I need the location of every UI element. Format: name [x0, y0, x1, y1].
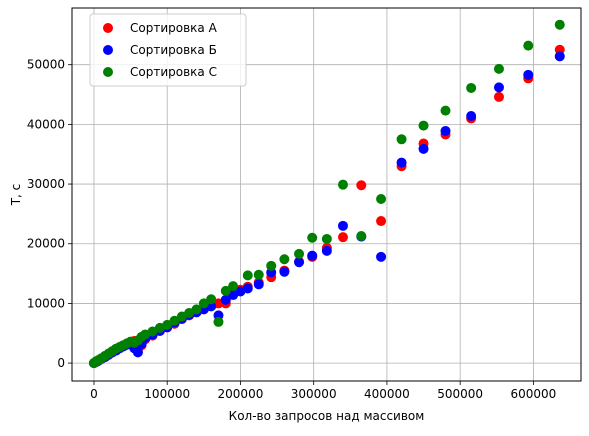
- legend-label: Сортировка Б: [130, 43, 217, 57]
- scatter-point: [242, 270, 253, 281]
- scatter-point: [191, 304, 202, 315]
- series-0: [88, 44, 565, 369]
- grid-lines: [72, 8, 581, 381]
- scatter-point: [266, 260, 277, 271]
- scatter-point: [523, 69, 534, 80]
- x-tick-label: 300000: [291, 387, 337, 401]
- scatter-point: [493, 91, 504, 102]
- scatter-point: [337, 220, 348, 231]
- scatter-point: [418, 143, 429, 154]
- scatter-point: [242, 283, 253, 294]
- scatter-point: [376, 193, 387, 204]
- scatter-point: [294, 248, 305, 259]
- scatter-point: [523, 40, 534, 51]
- scatter-point: [279, 266, 290, 277]
- scatter-point: [228, 281, 239, 292]
- scatter-point: [294, 257, 305, 268]
- scatter-point: [396, 157, 407, 168]
- plot-frame: [71, 7, 582, 382]
- data-points: [88, 19, 565, 369]
- legend-marker: [103, 67, 113, 77]
- scatter-point: [493, 63, 504, 74]
- scatter-point: [132, 347, 143, 358]
- scatter-point: [493, 82, 504, 93]
- scatter-point: [321, 233, 332, 244]
- legend-label: Сортировка С: [130, 65, 217, 79]
- x-tick-label: 500000: [437, 387, 483, 401]
- scatter-point: [253, 279, 264, 290]
- scatter-point: [466, 82, 477, 93]
- y-axis-label: T, с: [9, 184, 23, 207]
- x-tick-label: 400000: [364, 387, 410, 401]
- legend-marker: [103, 23, 113, 33]
- y-tick-label: 50000: [27, 58, 65, 72]
- scatter-point: [198, 298, 209, 309]
- x-axis-label: Кол-во запросов над массивом: [229, 409, 425, 423]
- scatter-point: [554, 19, 565, 30]
- scatter-point: [466, 111, 477, 122]
- legend-label: Сортировка А: [130, 21, 218, 35]
- scatter-point: [356, 180, 367, 191]
- scatter-point: [554, 51, 565, 62]
- scatter-point: [162, 319, 173, 330]
- scatter-point: [376, 216, 387, 227]
- y-tick-label: 40000: [27, 117, 65, 131]
- axis-ticks: 0 100000 200000 300000 400000 500000 600000 0 10…: [27, 58, 556, 401]
- scatter-point: [376, 251, 387, 262]
- scatter-point: [396, 134, 407, 145]
- scatter-point: [440, 125, 451, 136]
- scatter-point: [356, 230, 367, 241]
- x-tick-label: 0: [90, 387, 98, 401]
- scatter-point: [220, 294, 231, 305]
- scatter-point: [307, 250, 318, 261]
- scatter-point: [418, 120, 429, 131]
- legend-marker: [103, 45, 113, 55]
- scatter-point: [213, 316, 224, 327]
- scatter-point: [169, 315, 180, 326]
- x-tick-label: 200000: [218, 387, 264, 401]
- scatter-point: [321, 245, 332, 256]
- series-1: [88, 51, 565, 369]
- scatter-point: [337, 232, 348, 243]
- scatter-point: [206, 294, 217, 305]
- scatter-point: [440, 105, 451, 116]
- x-tick-label: 100000: [144, 387, 190, 401]
- legend-box: [89, 13, 247, 87]
- y-tick-label: 0: [57, 356, 65, 370]
- series-2: [88, 19, 565, 369]
- y-tick-label: 20000: [27, 237, 65, 251]
- x-tick-label: 600000: [510, 387, 556, 401]
- scatter-point: [253, 269, 264, 280]
- scatter-point: [307, 232, 318, 243]
- legend: Сортировка А Сортировка Б Сортировка С: [89, 13, 247, 87]
- scatter-point: [220, 285, 231, 296]
- y-tick-label: 10000: [27, 296, 65, 310]
- scatter-point: [279, 254, 290, 265]
- scatter-point: [337, 179, 348, 190]
- y-tick-label: 30000: [27, 177, 65, 191]
